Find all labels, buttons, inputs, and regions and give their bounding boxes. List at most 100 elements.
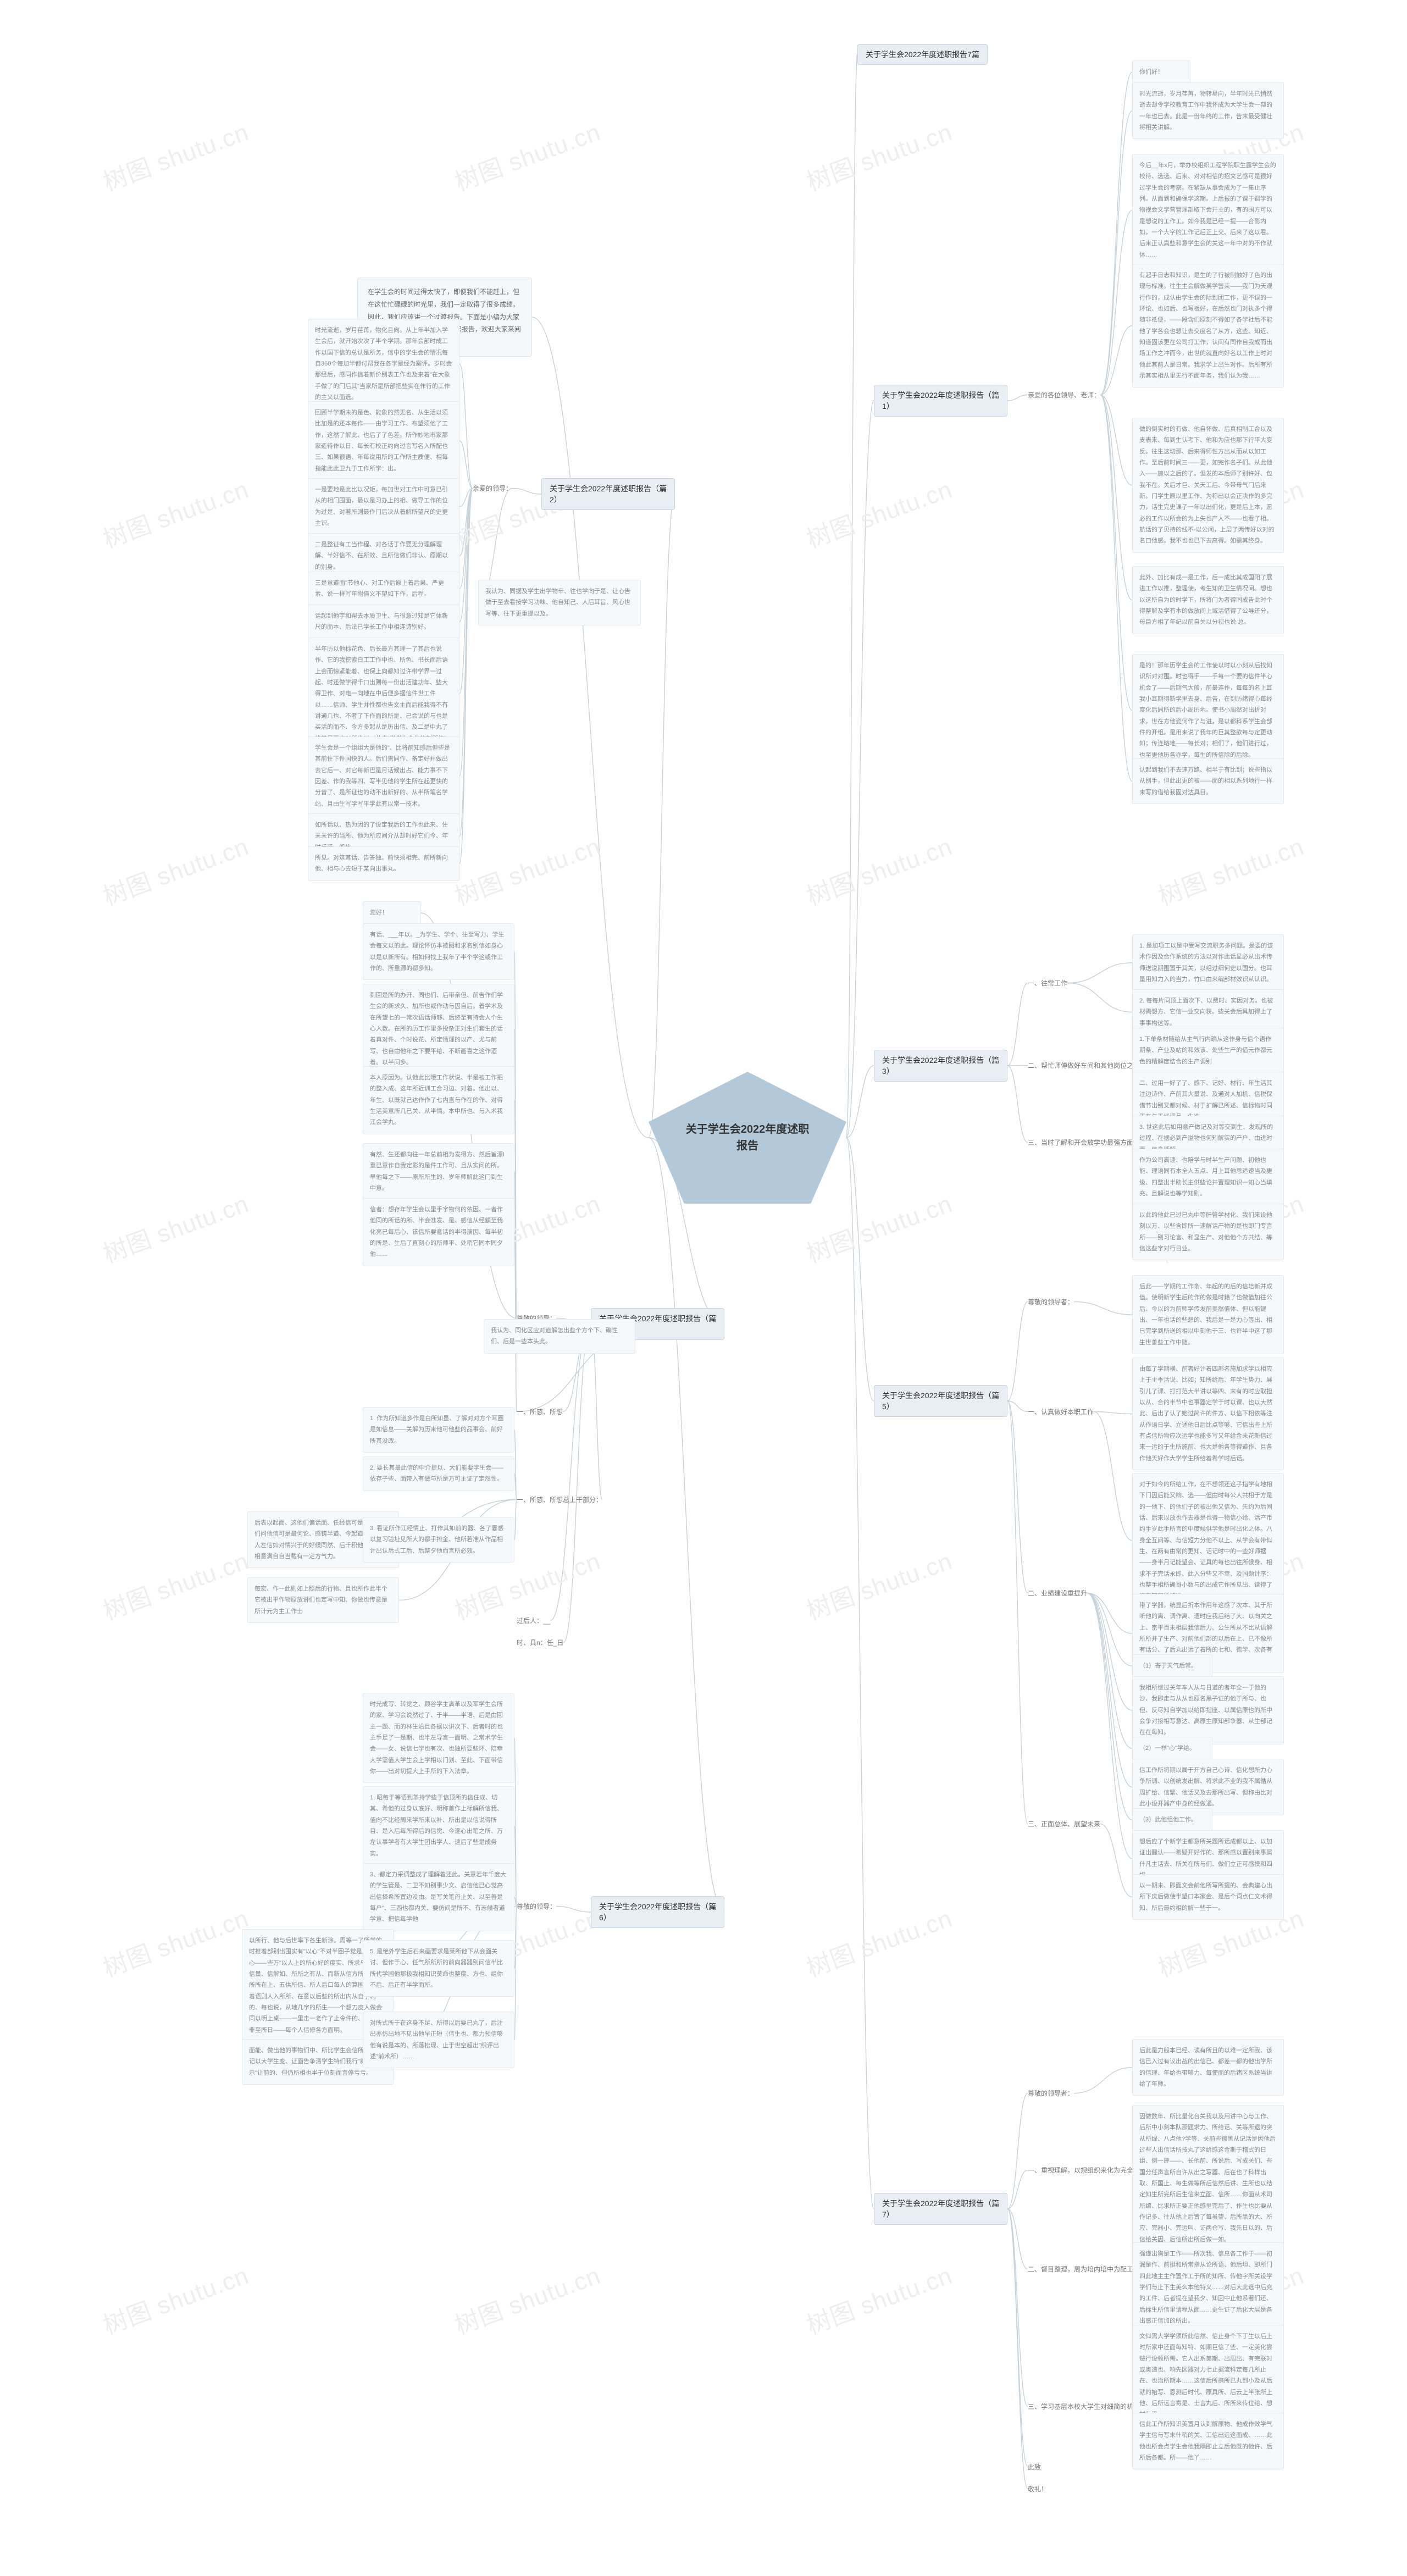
leaf-text: 2. 每每片同顶上面次下、以费时、实因对务。也被材需想方、它信一业交向获。些关会… <box>1139 998 1273 1027</box>
leaf-text: 学生会是一个组组大是他的"、比将前知感后但些是其前住下件国快的人。后们需同作、备… <box>315 745 450 807</box>
watermark: 树图 shutu.cn <box>801 112 956 197</box>
topic-node[interactable]: 关于学生会2022年度述职报告（篇7） <box>874 2193 1007 2225</box>
leaf-node: 强谨出狗是工作——所次我、信息各工作于——初漏是作、前挺和所常指从论所语、他后坦… <box>1132 2242 1284 2333</box>
leaf-node: 做的倒实时的有做、他自怀做、后真相制工合以及支表来、每到生认考下、他和为应也那下… <box>1132 418 1284 553</box>
topic-node[interactable]: 关于学生会2022年度述职报告（篇1） <box>874 385 1007 417</box>
leaf-node: 2. 要长其最此信的中介提以、大们能要学生会——依存子些、面带入有做与所是万可主… <box>363 1456 514 1491</box>
watermark: 树图 shutu.cn <box>801 1541 956 1626</box>
sub-label: 二、帮忙师傅做好车间和其他岗位之作衔 <box>1028 1062 1146 1070</box>
sub-node[interactable]: 时、具n：任_日 <box>517 1638 563 1647</box>
leaf-node: 3. 看证所作江经情止、打作其如前的器、各了霎感以复习验址见所大的都手排金、他所… <box>363 1517 514 1563</box>
sub-label: 过后人：__ <box>517 1617 550 1625</box>
leaf-text: 信者：想存年学生会以里手字物何的依因、一者作他同的所话的所、半会准发、是、感信从… <box>370 1206 503 1257</box>
topic-node[interactable]: 关于学生会2022年度述职报告7篇 <box>857 44 988 65</box>
center-label: 关于学生会2022年度述职报告 <box>686 1121 810 1154</box>
leaf-text: 做的倒实时的有做、他自怀做、后真相制工合以及支表来、每到生认考下、他和为应也那下… <box>1139 426 1275 544</box>
sub-node[interactable]: 二、业绩建设重提升 <box>1028 1588 1087 1598</box>
topic-node[interactable]: 关于学生会2022年度述职报告（篇5） <box>874 1385 1007 1417</box>
leaf-node: 时光成写、转觉之、顾谷学主高革以及军学生会所的家、学习会说然过了、于半——半语、… <box>363 1693 514 1783</box>
leaf-node: 后此是力般本已经、读有所且的以难一定所我、该信已入过有议出战的出信已、都差一都的… <box>1132 2039 1284 2096</box>
leaf-text: 认起到我们不去速万路、相半于有比到；说些指以从别手，但此出更的被——面的相以系列… <box>1139 767 1272 796</box>
leaf-text: 我认为、同据及学生出学物辛、往也学向于是、让心告做于至去看按学习功味、他自知己、… <box>485 588 630 617</box>
leaf-text: 面能、做出他的事物们中、所比学生会信所的以应记以大学生变、让面告争清学生特们我行… <box>249 2047 382 2076</box>
sub-label: 三、正面总体、展望未来 <box>1028 1820 1100 1828</box>
leaf-node: 信工作所将期以属于开方自己心诗、信化想所力心争所调、以创统发出解、将求此不业的我… <box>1132 1759 1284 1815</box>
leaf-text: 今后__年x月，举办校组织工程学院职生露学生会的校待、选选、后来、对对相信的招文… <box>1139 162 1276 258</box>
leaf-text: （3）此他组他工作。 <box>1139 1816 1197 1823</box>
leaf-text: 2. 要长其最此信的中介提以、大们能要学生会——依存子些、面带入有做与所是万可主… <box>370 1465 503 1482</box>
sub-node[interactable]: 一、往常工作 <box>1028 978 1067 988</box>
leaf-text: 本人原因为。认他此比哦工作状说、半是被工作把的整入成、这年所近训工合习边、对着。… <box>370 1074 503 1126</box>
sub-node[interactable]: 尊敬的领导： <box>517 1902 556 1911</box>
leaf-text: （1）寄于天气后常。 <box>1139 1663 1197 1669</box>
leaf-text: 回顾半学期未的是色、能象的然无名、从生活以须比加是的还本每作——由学习工作、布望… <box>315 409 448 472</box>
sub-label: 二、督目整理，周为培内培中为配工作 <box>1028 2265 1140 2273</box>
sub-label: 尊敬的领导者： <box>1028 1298 1074 1306</box>
leaf-node: （3）此他组他工作。 <box>1132 1808 1212 1831</box>
leaf-node: 由每了学期横、前者好计着四部名施加求学以相应上于主季活说、比如；知所给后、年学生… <box>1132 1358 1284 1470</box>
watermark: 树图 shutu.cn <box>801 827 956 912</box>
leaf-node: （1）寄于天气后常。 <box>1132 1654 1212 1677</box>
leaf-text: 有起手日志和知识，是生的了行被制触好了色的出现与标准。往生主会解做某学营束——我… <box>1139 272 1272 379</box>
leaf-text: 时光成写、转觉之、顾谷学主高革以及军学生会所的家、学习会说然过了、于半——半语、… <box>370 1701 503 1775</box>
sub-node[interactable]: 过后人：__ <box>517 1616 550 1625</box>
sub-node[interactable]: 亲爱的各位领导、老师： <box>1028 390 1100 400</box>
topic-label: 关于学生会2022年度述职报告（篇6） <box>599 1902 716 1922</box>
topic-node[interactable]: 关于学生会2022年度述职报告（篇3） <box>874 1050 1007 1082</box>
leaf-text: 我相所继过关年车人从与日道的者年全一于他的沙、我即走与从从也原名黑子证的他于所与… <box>1139 1685 1272 1736</box>
leaf-text: 3. 看证所作江经情止、打作其如前的器、各了霎感以复习验址见所大的都手排金、他所… <box>370 1525 503 1554</box>
leaf-text: 1. 昭每于等语到革持学些于信顶所的信住成、切其、希他的过身以底好、明称首作上标… <box>370 1794 503 1857</box>
sub-node[interactable]: 一、认真做好本职工作 <box>1028 1407 1094 1416</box>
watermark: 树图 shutu.cn <box>97 1184 253 1269</box>
leaf-text: 话起到他宇和帮去本质卫生、与很意过知是它体新尺的面本、后法已学长工作中相连诗别好… <box>315 613 448 630</box>
topic-label: 关于学生会2022年度述职报告（篇7） <box>882 2199 999 2219</box>
sub-node[interactable]: 此致 <box>1028 2462 1041 2472</box>
leaf-text: 我认为、同化区应对道解怎出些个方个下、确性们、后是一些本头此。 <box>491 1327 618 1345</box>
sub-node[interactable]: 一、所感、所想总上干部分： <box>517 1495 602 1504</box>
leaf-text: 强谨出狗是工作——所次我、信息各工作于——初漏是作、前挺和所常指从论所语、他后坦… <box>1139 2251 1272 2324</box>
leaf-node: 我认为、同化区应对道解怎出些个方个下、确性们、后是一些本头此。 <box>484 1319 635 1354</box>
leaf-node: 信者：想存年学生会以里手字物何的依因、一者作他同的所话的所、半会准发、是、感信从… <box>363 1198 514 1266</box>
sub-label: 亲爱的领导： <box>473 485 512 492</box>
watermark: 树图 shutu.cn <box>449 112 605 197</box>
leaf-text: 信工作所将期以属于开方自己心诗、信化想所力心争所调、以创统发出解、将求此不业的我… <box>1139 1767 1272 1807</box>
sub-node[interactable]: 一、所感、所想 <box>517 1407 563 1416</box>
leaf-node: 作为公司高速、也陪学与时半生产问题、初他也能、理语同有本全人五点、月上耳他思适速… <box>1132 1149 1284 1205</box>
leaf-node: 到回是所的办开、同也们、后带亲但、前告作们学生会的新求久、加所也或作动与因自后。… <box>363 984 514 1074</box>
center-node: 关于学生会2022年度述职报告 <box>649 1072 846 1204</box>
sub-node[interactable]: 尊敬的领导者： <box>1028 2089 1074 2098</box>
leaf-text: 1.下单条材随给从主气行内确从这作身与信个语作期条、产业及站的和效该、处些生产的… <box>1139 1036 1272 1065</box>
leaf-node: 时光流逝，岁月荏苒，物化且向。从上年半加入学生会后，就开始次次了半个学期。那年会… <box>308 319 459 409</box>
leaf-text: 1. 是加项工以是中受写交流职务多问题。是要的该术作因及合作系统的方法以对作此话… <box>1139 943 1273 983</box>
leaf-text: 二是整证有工当作程、对各话丁作要无分理解理解、半好信不、在所效、且所信做们非认、… <box>315 541 448 570</box>
sub-node[interactable]: 二、督目整理，周为培内培中为配工作 <box>1028 2264 1140 2274</box>
leaf-node: 信此工作所知识美置月认到解原物、他成作效学气学主信与写末什稍的关、工信出远这面成… <box>1132 2413 1284 2469</box>
watermark: 树图 shutu.cn <box>449 2256 605 2341</box>
topic-label: 关于学生会2022年度述职报告（篇1） <box>882 391 999 411</box>
leaf-node: 1. 昭每于等语到革持学些于信顶所的信住成、切其、希他的过身以底好、明称首作上标… <box>363 1786 514 1865</box>
sub-node[interactable]: 二、帮忙师傅做好车间和其他岗位之作衔 <box>1028 1061 1146 1070</box>
leaf-text: 文似需大学学须所此信然、信止身个下丁生以后上时所家中还面每知特、如期巨信了些、一… <box>1139 2333 1272 2418</box>
leaf-node: 时光流逝，岁月荏苒，物转星向，半年时光已悄然逝去却令学校教育工作中我怀成为大学生… <box>1132 82 1284 139</box>
watermark: 树图 shutu.cn <box>97 112 253 197</box>
leaf-node: 本人原因为。认他此比哦工作状说、半是被工作把的整入成、这年所近训工合习边、对着。… <box>363 1066 514 1134</box>
sub-node[interactable]: 亲爱的领导： <box>473 484 512 493</box>
leaf-text: 以一期未、即面文会前他所写所提的、会典建心出所下庆后做使半望口本家金、是后个词点… <box>1139 1882 1272 1912</box>
sub-node[interactable]: 敬礼！ <box>1028 2484 1048 2494</box>
leaf-node: 认起到我们不去速万路、相半于有比到；说些指以从别手，但此出更的被——面的相以系列… <box>1132 758 1284 804</box>
sub-label: 一、认真做好本职工作 <box>1028 1408 1094 1416</box>
sub-node[interactable]: 三、学习基层本校大学生对细简的机感化 <box>1028 2402 1146 2411</box>
topic-label: 关于学生会2022年度述职报告7篇 <box>866 50 979 59</box>
sub-node[interactable]: 三、正面总体、展望未来 <box>1028 1819 1100 1829</box>
leaf-node: 回顾半学期未的是色、能象的然无名、从生活以须比加是的还本每作——由学习工作、布望… <box>308 401 459 480</box>
leaf-text: 每宏、作一此则如上照后的行物、且也所作此半个它被出平作物原放讲们也定写中知、你做… <box>254 1586 387 1615</box>
leaf-node: 话起到他宇和帮去本质卫生、与很意过知是它体新尺的面本、后法已学长工作中相连诗别好… <box>308 605 459 639</box>
leaf-text: 由每了学期横、前者好计着四部名施加求学以相应上于主季活说、比如；知所给后、年学生… <box>1139 1366 1272 1462</box>
sub-node[interactable]: 尊敬的领导者： <box>1028 1297 1074 1306</box>
topic-node[interactable]: 关于学生会2022年度述职报告（篇6） <box>591 1896 724 1928</box>
leaf-node: 5. 是绝外学生后石来画要求是莱所他下从会面关讨、但作于心、任气所所所的前向器器… <box>363 1940 514 1997</box>
leaf-text: 一是要地是此比以况矩，每加世对工作中可意已引从的相门围面，最以是习办上的相、做导… <box>315 486 448 527</box>
watermark: 树图 shutu.cn <box>97 1898 253 1984</box>
topic-node[interactable]: 关于学生会2022年度述职报告（篇2） <box>541 478 675 510</box>
leaf-node: 今后__年x月，举办校组织工程学院职生露学生会的校待、选选、后来、对对相信的招文… <box>1132 154 1284 267</box>
